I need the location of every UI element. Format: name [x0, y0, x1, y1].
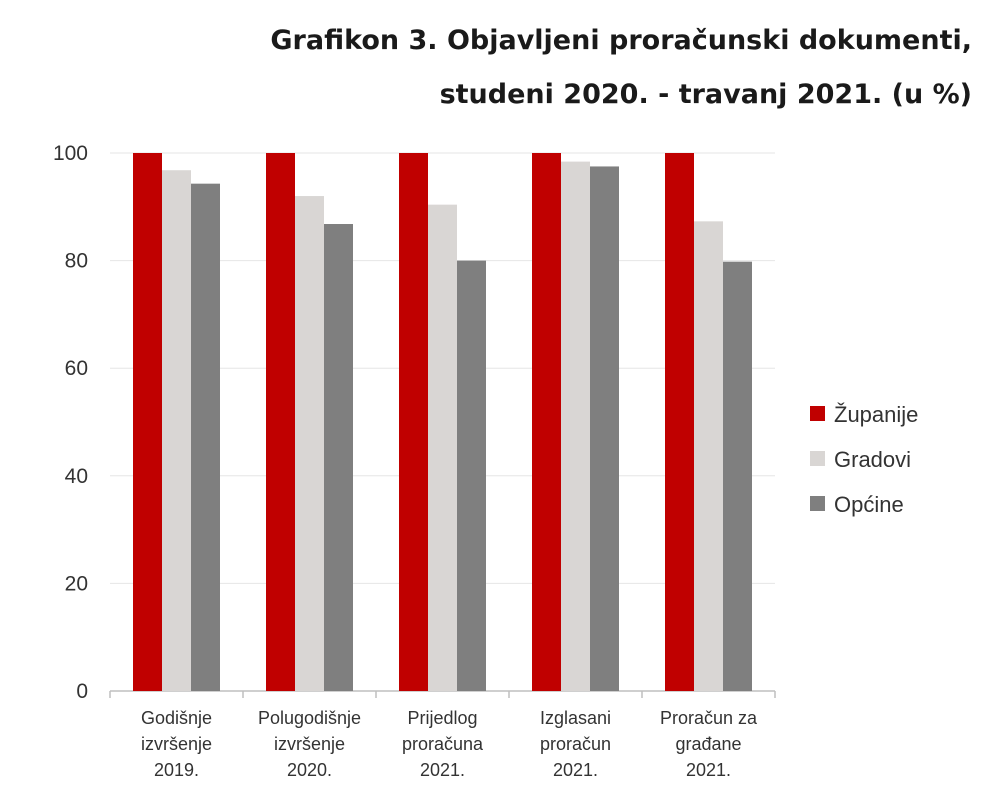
bar-op-ine — [191, 183, 220, 691]
legend-swatch — [810, 406, 825, 421]
x-category-label: proračuna — [402, 734, 484, 754]
x-category-label: građane — [675, 734, 741, 754]
chart-title-line-1: Grafikon 3. Objavljeni proračunski dokum… — [270, 25, 972, 56]
x-category-label: 2021. — [420, 760, 465, 780]
bar-gradovi — [162, 170, 191, 691]
x-category-label: 2021. — [553, 760, 598, 780]
bar-op-ine — [590, 166, 619, 691]
bar-gradovi — [694, 221, 723, 692]
bar--upanije — [266, 153, 295, 691]
y-tick-label: 60 — [65, 357, 88, 380]
bar--upanije — [532, 153, 561, 691]
y-tick-label: 0 — [76, 680, 88, 703]
y-tick-label: 80 — [65, 250, 88, 273]
x-category-label: Polugodišnje — [258, 708, 361, 728]
y-tick-label: 100 — [53, 142, 88, 165]
bar-gradovi — [428, 204, 457, 691]
bar-gradovi — [561, 161, 590, 691]
x-category-label: Prijedlog — [407, 708, 477, 728]
chart-title-line-2: studeni 2020. - travanj 2021. (u %) — [439, 79, 972, 110]
y-tick-label: 20 — [65, 572, 88, 595]
bar--upanije — [399, 153, 428, 691]
x-category-label: 2021. — [686, 760, 731, 780]
y-tick-label: 40 — [65, 465, 88, 488]
legend-swatch — [810, 496, 825, 511]
x-category-label: izvršenje — [141, 734, 212, 754]
bar-op-ine — [723, 261, 752, 691]
x-category-label: 2020. — [287, 760, 332, 780]
x-category-label: 2019. — [154, 760, 199, 780]
x-category-label: izvršenje — [274, 734, 345, 754]
bar--upanije — [665, 153, 694, 691]
bar--upanije — [133, 153, 162, 691]
x-category-label: Izglasani — [540, 708, 611, 728]
x-category-label: proračun — [540, 734, 611, 754]
legend-swatch — [810, 451, 825, 466]
x-category-label: Godišnje — [141, 708, 212, 728]
legend-label: Gradovi — [834, 447, 911, 472]
chart-title: Grafikon 3. Objavljeni proračunski dokum… — [270, 14, 972, 122]
bar-op-ine — [324, 224, 353, 692]
legend-label: Županije — [834, 402, 918, 427]
x-category-label: Proračun za — [660, 708, 758, 728]
bar-op-ine — [457, 260, 486, 691]
bar-gradovi — [295, 196, 324, 692]
legend-label: Općine — [834, 492, 904, 517]
